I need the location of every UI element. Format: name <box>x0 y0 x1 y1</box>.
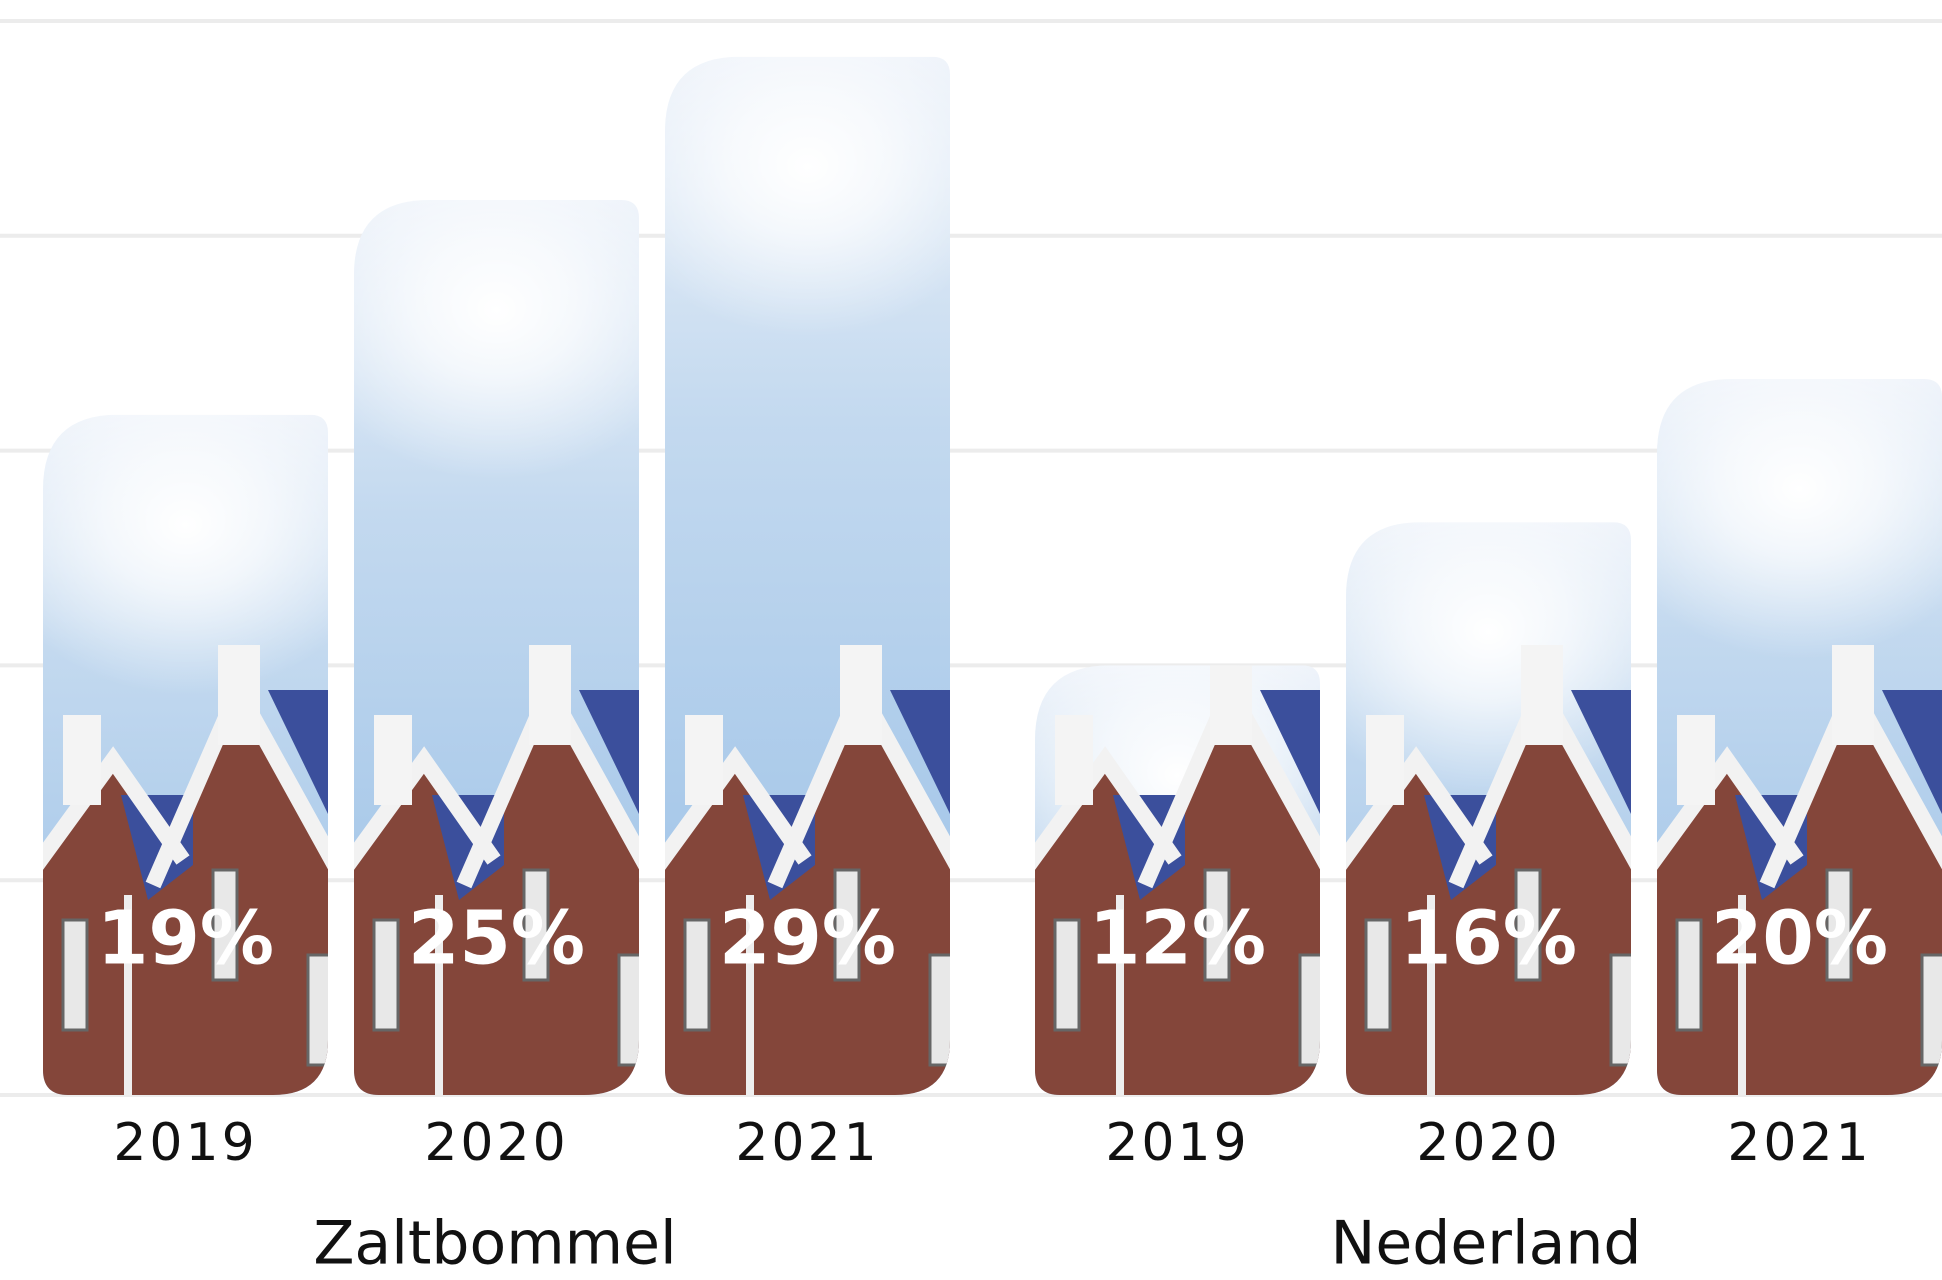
window <box>61 918 89 1032</box>
house-wall <box>1657 695 1942 1095</box>
bar-group <box>354 200 639 1095</box>
roof-trim <box>1657 746 1804 875</box>
x-tick-label: 2020 <box>1416 1113 1560 1173</box>
solar-panel <box>1882 690 1942 845</box>
x-tick-label: 2021 <box>735 1113 879 1173</box>
bar-group <box>1346 522 1631 1095</box>
x-tick-label: 2021 <box>1727 1113 1871 1173</box>
roof-trim <box>1346 746 1493 875</box>
roof-trim <box>1035 746 1182 875</box>
house-wall <box>43 695 328 1095</box>
chimney <box>1055 715 1093 805</box>
window <box>1053 918 1081 1032</box>
window <box>1825 868 1853 982</box>
chimney <box>840 645 882 745</box>
house-wall <box>354 695 639 1095</box>
group-label: Zaltbommel <box>313 1209 676 1279</box>
value-label: 25% <box>408 896 585 982</box>
chimney <box>685 715 723 805</box>
chimney <box>1366 715 1404 805</box>
value-label: 20% <box>1711 896 1888 982</box>
x-tick-label: 2019 <box>1105 1113 1249 1173</box>
window <box>1203 868 1231 982</box>
solar-panel <box>1571 690 1631 845</box>
window <box>1514 868 1542 982</box>
bar-group <box>43 414 328 1095</box>
value-label: 12% <box>1089 896 1266 982</box>
window <box>617 953 639 1067</box>
chimney <box>1210 665 1252 745</box>
chimney <box>1521 645 1563 745</box>
roof-trim <box>665 746 812 875</box>
bar-group <box>1035 665 1320 1095</box>
value-label: 16% <box>1400 896 1577 982</box>
bar-group <box>665 56 950 1095</box>
x-tick-label: 2020 <box>424 1113 568 1173</box>
window <box>928 953 950 1067</box>
house-wall <box>1035 695 1320 1095</box>
solar-panel <box>268 690 328 845</box>
bar-group <box>1657 379 1942 1095</box>
house-wall <box>665 695 950 1095</box>
chimney <box>374 715 412 805</box>
window <box>1920 953 1942 1067</box>
chimney <box>529 645 571 745</box>
chimney <box>1832 645 1874 745</box>
solar-panel <box>579 690 639 845</box>
x-tick-label: 2019 <box>113 1113 257 1173</box>
sun-glow <box>43 414 328 695</box>
value-label: 19% <box>97 896 274 982</box>
chimney <box>218 645 260 745</box>
window <box>372 918 400 1032</box>
window <box>833 868 861 982</box>
window <box>1675 918 1703 1032</box>
window <box>211 868 239 982</box>
roof-trim <box>354 746 501 875</box>
window <box>1609 953 1631 1067</box>
sun-glow <box>665 56 950 337</box>
window <box>306 953 328 1067</box>
value-label: 29% <box>719 896 896 982</box>
roof-trim <box>43 746 190 875</box>
window <box>522 868 550 982</box>
window <box>1298 953 1320 1067</box>
chimney <box>1677 715 1715 805</box>
sun-glow <box>354 200 639 480</box>
solar-panel <box>890 690 950 845</box>
chimney <box>63 715 101 805</box>
solar-panel <box>1260 690 1320 845</box>
window <box>1364 918 1392 1032</box>
window <box>683 918 711 1032</box>
house-wall <box>1346 695 1631 1095</box>
sun-glow <box>1657 379 1942 659</box>
group-label: Nederland <box>1330 1209 1641 1279</box>
